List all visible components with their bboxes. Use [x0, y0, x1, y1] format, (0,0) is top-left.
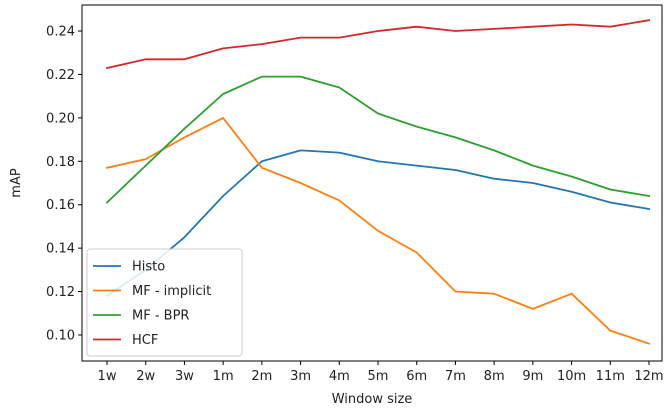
x-tick-label: 2w — [136, 369, 155, 384]
x-tick-label: 10m — [557, 369, 586, 384]
series-line-3 — [105, 19, 651, 70]
y-tick-label: 0.14 — [46, 242, 75, 257]
y-tick-label: 0.24 — [46, 25, 75, 40]
y-axis: 0.10 0.12 0.14 0.16 0.18 0.20 0.22 0.24 — [46, 25, 82, 343]
x-axis-label: Window size — [332, 392, 413, 407]
x-tick-label: 2m — [251, 369, 272, 384]
series-line-0 — [105, 149, 651, 298]
y-tick-label: 0.22 — [46, 68, 75, 83]
plot-frame — [81, 4, 663, 362]
legend-box — [86, 248, 243, 357]
x-tick-label: 1m — [213, 369, 234, 384]
y-tick-label: 0.16 — [46, 198, 75, 213]
y-tick-label: 0.20 — [46, 111, 75, 126]
y-axis-label: mAP — [9, 168, 24, 198]
legend: Histo MF - implicit MF - BPR HCF — [86, 248, 243, 357]
x-tick-label: 7m — [445, 369, 466, 384]
y-tick-label: 0.12 — [46, 285, 75, 300]
x-tick-label: 1w — [98, 369, 117, 384]
series-layer — [105, 19, 651, 345]
x-tick-label: 4m — [329, 369, 350, 384]
x-tick-label: 3w — [175, 369, 194, 384]
y-tick-label: 0.18 — [46, 155, 75, 170]
x-tick-label: 8m — [484, 369, 505, 384]
series-line-1 — [105, 117, 651, 345]
x-tick-label: 6m — [406, 369, 427, 384]
legend-label: Histo — [132, 260, 165, 275]
x-tick-label: 3m — [290, 369, 311, 384]
legend-label: MF - implicit — [132, 284, 211, 299]
x-tick-label: 12m — [634, 369, 663, 384]
y-tick-label: 0.10 — [46, 328, 75, 343]
legend-label: HCF — [132, 333, 158, 348]
x-tick-label: 11m — [596, 369, 625, 384]
x-tick-label: 5m — [368, 369, 389, 384]
series-line-2 — [105, 75, 651, 204]
x-axis: 1w 2w 3w 1m 2m 3m 4m 5m 6m 7m 8m 9m 10m 11m 12m — [98, 361, 664, 384]
legend-label: MF - BPR — [132, 309, 189, 324]
x-tick-label: 9m — [522, 369, 543, 384]
